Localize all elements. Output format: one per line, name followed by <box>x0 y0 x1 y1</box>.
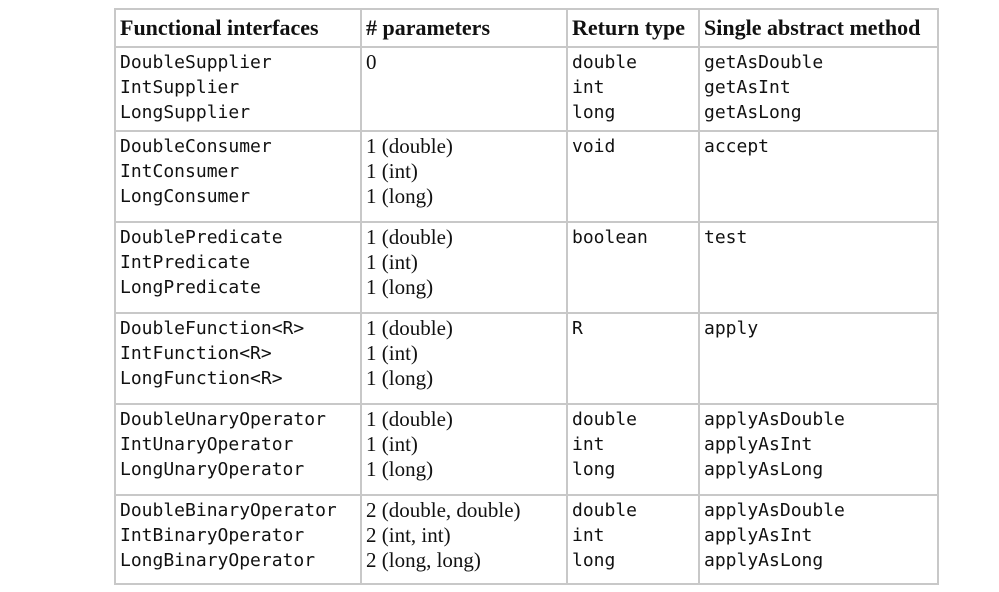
return-type: int <box>572 77 605 98</box>
interfaces-cell: DoubleBinaryOperator IntBinaryOperator L… <box>114 494 362 585</box>
interfaces-cell: DoubleSupplier IntSupplier LongSupplier <box>114 46 362 132</box>
parameter-text: 2 (double, double) <box>366 498 521 522</box>
interface-name: LongFunction<R> <box>120 368 283 389</box>
interface-name: DoubleConsumer <box>120 136 272 157</box>
method-name: applyAsLong <box>704 550 824 571</box>
method-cell: test <box>698 221 939 314</box>
return-type: int <box>572 525 605 546</box>
parameters-cell: 1 (double) 1 (int) 1 (long) <box>360 403 568 496</box>
table-body: DoubleSupplier IntSupplier LongSupplier … <box>114 46 939 585</box>
method-name: accept <box>704 136 770 157</box>
parameter-text: 2 (int, int) <box>366 523 451 547</box>
method-name: apply <box>704 318 759 339</box>
interface-name: LongUnaryOperator <box>120 459 305 480</box>
parameter-text: 1 (double) <box>366 407 453 431</box>
return-type: double <box>572 409 638 430</box>
method-name: applyAsLong <box>704 459 824 480</box>
return-type: long <box>572 550 616 571</box>
interface-name: IntPredicate <box>120 252 251 273</box>
interfaces-cell: DoubleConsumer IntConsumer LongConsumer <box>114 130 362 223</box>
parameter-text: 1 (int) <box>366 341 418 365</box>
return-type-cell: double int long <box>566 46 700 132</box>
parameter-text: 2 (long, long) <box>366 548 481 572</box>
header-parameters: # parameters <box>360 8 568 48</box>
table-row: DoubleConsumer IntConsumer LongConsumer … <box>114 130 939 223</box>
parameter-text: 1 (long) <box>366 457 434 481</box>
header-return-type: Return type <box>566 8 700 48</box>
table-row: DoubleSupplier IntSupplier LongSupplier … <box>114 46 939 132</box>
method-name: getAsLong <box>704 102 802 123</box>
parameter-text: 1 (int) <box>366 250 418 274</box>
return-type-cell: R <box>566 312 700 405</box>
return-type-cell: void <box>566 130 700 223</box>
interface-name: LongSupplier <box>120 102 251 123</box>
interface-name: IntFunction<R> <box>120 343 272 364</box>
header-functional-interfaces: Functional interfaces <box>114 8 362 48</box>
interface-name: DoubleFunction<R> <box>120 318 305 339</box>
return-type-cell: boolean <box>566 221 700 314</box>
return-type-cell: double int long <box>566 494 700 585</box>
interfaces-cell: DoubleUnaryOperator IntUnaryOperator Lon… <box>114 403 362 496</box>
interface-name: DoubleBinaryOperator <box>120 500 337 521</box>
table-header-row: Functional interfaces # parameters Retur… <box>114 8 939 48</box>
parameters-cell: 1 (double) 1 (int) 1 (long) <box>360 221 568 314</box>
table-row: DoubleUnaryOperator IntUnaryOperator Lon… <box>114 403 939 496</box>
parameter-text: 1 (int) <box>366 159 418 183</box>
interfaces-cell: DoubleFunction<R> IntFunction<R> LongFun… <box>114 312 362 405</box>
return-type-cell: double int long <box>566 403 700 496</box>
method-cell: accept <box>698 130 939 223</box>
parameters-cell: 0 <box>360 46 568 132</box>
method-name: test <box>704 227 748 248</box>
interface-name: IntUnaryOperator <box>120 434 294 455</box>
method-name: applyAsInt <box>704 434 813 455</box>
interface-name: LongConsumer <box>120 186 251 207</box>
parameter-text: 1 (long) <box>366 275 434 299</box>
interfaces-cell: DoublePredicate IntPredicate LongPredica… <box>114 221 362 314</box>
interface-name: IntConsumer <box>120 161 240 182</box>
parameters-cell: 1 (double) 1 (int) 1 (long) <box>360 312 568 405</box>
interface-name: IntSupplier <box>120 77 240 98</box>
parameter-text: 1 (double) <box>366 316 453 340</box>
interface-name: DoubleUnaryOperator <box>120 409 326 430</box>
parameter-text: 1 (long) <box>366 184 434 208</box>
interface-name: IntBinaryOperator <box>120 525 305 546</box>
interface-name: DoublePredicate <box>120 227 283 248</box>
interface-name: LongBinaryOperator <box>120 550 316 571</box>
parameters-cell: 1 (double) 1 (int) 1 (long) <box>360 130 568 223</box>
return-type: long <box>572 459 616 480</box>
header-single-abstract-method: Single abstract method <box>698 8 939 48</box>
return-type: double <box>572 500 638 521</box>
parameter-text: 1 (long) <box>366 366 434 390</box>
return-type: void <box>572 136 616 157</box>
method-cell: applyAsDouble applyAsInt applyAsLong <box>698 494 939 585</box>
method-name: getAsDouble <box>704 52 824 73</box>
return-type: R <box>572 318 583 339</box>
method-name: applyAsDouble <box>704 500 845 521</box>
parameter-text: 1 (int) <box>366 432 418 456</box>
table-row: DoubleBinaryOperator IntBinaryOperator L… <box>114 494 939 585</box>
method-cell: getAsDouble getAsInt getAsLong <box>698 46 939 132</box>
method-name: applyAsDouble <box>704 409 845 430</box>
parameter-text: 0 <box>366 50 377 74</box>
return-type: double <box>572 52 638 73</box>
table-row: DoubleFunction<R> IntFunction<R> LongFun… <box>114 312 939 405</box>
parameter-text: 1 (double) <box>366 225 453 249</box>
return-type: int <box>572 434 605 455</box>
method-name: getAsInt <box>704 77 791 98</box>
return-type: long <box>572 102 616 123</box>
method-cell: apply <box>698 312 939 405</box>
functional-interfaces-table: Functional interfaces # parameters Retur… <box>114 8 939 585</box>
table-row: DoublePredicate IntPredicate LongPredica… <box>114 221 939 314</box>
interface-name: LongPredicate <box>120 277 261 298</box>
parameter-text: 1 (double) <box>366 134 453 158</box>
method-cell: applyAsDouble applyAsInt applyAsLong <box>698 403 939 496</box>
return-type: boolean <box>572 227 648 248</box>
interface-name: DoubleSupplier <box>120 52 272 73</box>
method-name: applyAsInt <box>704 525 813 546</box>
parameters-cell: 2 (double, double) 2 (int, int) 2 (long,… <box>360 494 568 585</box>
